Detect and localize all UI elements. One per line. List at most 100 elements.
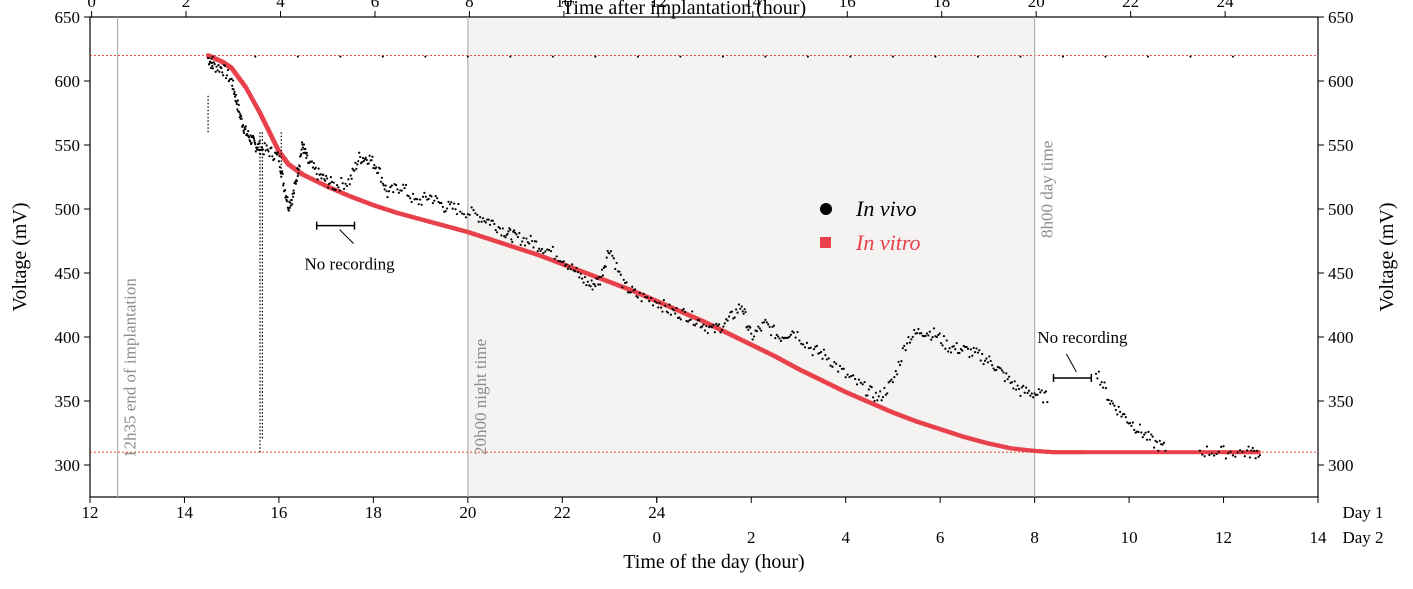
in-vivo-point — [501, 227, 504, 230]
in-vivo-point — [285, 200, 289, 203]
in-vivo-point — [947, 350, 950, 353]
in-vivo-point — [316, 178, 319, 181]
in-vivo-point — [601, 274, 605, 277]
in-vivo-point — [230, 77, 233, 80]
in-vivo-point — [379, 180, 383, 183]
in-vivo-point — [719, 331, 722, 334]
in-vivo-point — [746, 325, 749, 328]
in-vivo-point — [419, 198, 422, 201]
in-vivo-point — [1150, 433, 1153, 436]
in-vitro-point — [1069, 450, 1074, 455]
in-vivo-point — [1096, 377, 1099, 380]
vertical-line-label-1: 20h00 night time — [471, 339, 490, 455]
in-vivo-saturation-point — [679, 55, 682, 58]
in-vitro-point — [1073, 450, 1078, 455]
vertical-line-label-2: 8h00 day time — [1038, 141, 1057, 238]
in-vitro-point — [1170, 450, 1175, 455]
in-vivo-point — [542, 251, 545, 255]
no-recording-label: No recording — [305, 255, 396, 274]
in-vivo-point — [1117, 405, 1120, 408]
in-vivo-point — [242, 131, 246, 134]
in-vivo-point — [758, 327, 761, 330]
in-vivo-point — [315, 172, 318, 176]
in-vivo-point — [232, 88, 235, 91]
in-vivo-point — [821, 357, 824, 360]
in-vivo-point — [632, 289, 635, 292]
in-vivo-point — [459, 210, 462, 213]
in-vivo-point — [1224, 457, 1227, 460]
in-vivo-point — [394, 184, 398, 187]
in-vitro-point — [1177, 450, 1182, 455]
in-vivo-point — [235, 100, 238, 104]
x-top-tick-label: 2 — [182, 0, 191, 11]
in-vivo-point — [528, 242, 531, 245]
in-vivo-point — [751, 338, 754, 341]
in-vivo-point — [409, 197, 412, 200]
in-vivo-point — [211, 67, 214, 70]
x-top-tick-label: 16 — [839, 0, 856, 11]
in-vivo-point — [1208, 453, 1211, 457]
in-vivo-point — [668, 303, 671, 306]
in-vivo-point — [271, 155, 274, 158]
in-vivo-point — [942, 334, 946, 338]
in-vivo-point — [1144, 431, 1147, 434]
in-vivo-saturation-point — [254, 55, 257, 58]
in-vivo-point — [337, 186, 340, 189]
in-vivo-point — [750, 332, 753, 335]
in-vivo-point — [249, 140, 252, 143]
in-vivo-point — [516, 235, 520, 239]
in-vivo-point — [712, 323, 715, 326]
in-vivo-point — [334, 188, 337, 191]
in-vivo-point — [693, 324, 697, 327]
in-vivo-point — [493, 222, 496, 226]
in-vivo-point — [749, 326, 752, 329]
in-vivo-point — [434, 195, 437, 198]
in-vitro-point — [1147, 450, 1152, 455]
in-vivo-point — [596, 277, 599, 280]
in-vivo-point — [837, 370, 840, 373]
in-vivo-point — [1145, 438, 1149, 441]
in-vivo-point — [975, 347, 978, 350]
in-vivo-point — [481, 217, 485, 220]
in-vivo-point — [859, 381, 862, 384]
in-vivo-point — [253, 139, 256, 142]
in-vivo-point — [774, 336, 777, 340]
in-vivo-point — [928, 330, 931, 333]
in-vivo-point — [256, 148, 259, 151]
in-vivo-point — [497, 225, 500, 229]
in-vivo-point — [815, 344, 818, 348]
in-vivo-point — [1022, 384, 1025, 387]
in-vivo-point — [312, 161, 315, 165]
in-vivo-point — [1229, 450, 1232, 453]
in-vivo-point — [373, 164, 376, 167]
in-vivo-point — [1231, 454, 1235, 457]
in-vivo-point — [389, 186, 392, 189]
in-vitro-point — [1061, 450, 1066, 455]
in-vivo-point — [253, 141, 256, 144]
in-vivo-point — [453, 202, 456, 205]
in-vivo-point — [897, 360, 900, 364]
in-vivo-point — [215, 65, 218, 68]
in-vivo-point — [1025, 386, 1028, 389]
in-vivo-saturation-point — [211, 55, 214, 58]
in-vivo-point — [237, 103, 240, 106]
in-vivo-point — [1042, 401, 1045, 404]
in-vivo-point — [722, 325, 725, 328]
legend: In vivo In vitro — [820, 196, 921, 255]
in-vivo-point — [640, 300, 643, 303]
in-vivo-saturation-point — [891, 55, 894, 58]
in-vivo-point — [474, 212, 477, 215]
in-vivo-point — [581, 277, 584, 280]
in-vivo-point — [299, 154, 302, 158]
in-vivo-point — [301, 146, 305, 149]
in-vivo-point — [248, 136, 251, 139]
in-vivo-point — [297, 172, 300, 175]
in-vivo-point — [286, 206, 289, 209]
in-vivo-point — [900, 360, 903, 363]
in-vivo-point — [331, 187, 334, 190]
in-vivo-point — [221, 71, 224, 74]
in-vivo-point — [706, 331, 709, 335]
in-vivo-point — [431, 201, 434, 205]
in-vivo-point — [310, 160, 314, 163]
in-vivo-point — [348, 183, 351, 186]
